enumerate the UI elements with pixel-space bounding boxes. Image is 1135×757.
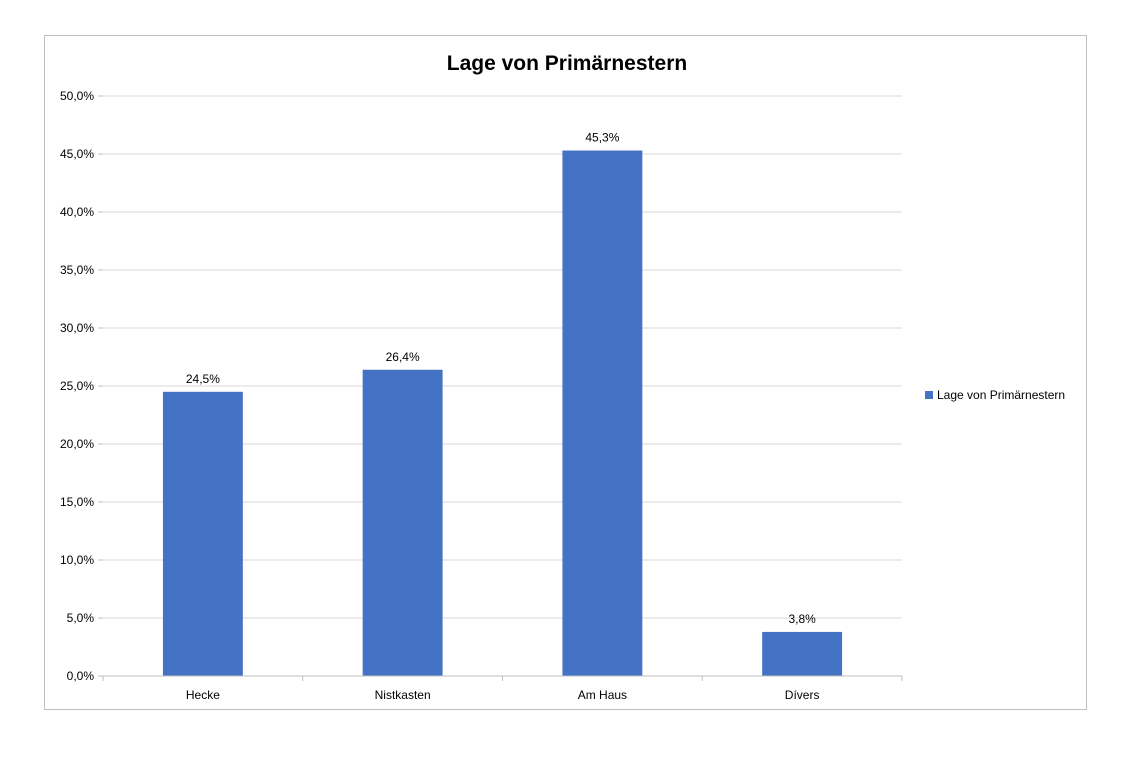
chart-title: Lage von Primärnestern xyxy=(447,52,687,75)
x-axis-tick-label: Am Haus xyxy=(578,688,627,702)
chart-frame: Lage von Primärnestern 0,0% 5,0% 10,0% 15,0… xyxy=(44,35,1087,710)
y-axis-tick-label: 30,0% xyxy=(60,321,94,335)
x-axis xyxy=(102,675,903,681)
x-axis-tick-label: Dívers xyxy=(785,688,820,702)
bar-chart: Lage von Primärnestern 0,0% 5,0% 10,0% 15,0… xyxy=(60,52,1065,702)
y-axis-tick-label: 20,0% xyxy=(60,437,94,451)
y-axis-tick-label: 5,0% xyxy=(67,611,95,625)
legend-swatch xyxy=(925,391,933,399)
bars xyxy=(162,150,843,676)
data-label: 24,5% xyxy=(186,372,220,386)
data-label: 3,8% xyxy=(788,612,816,626)
y-axis-tick-labels: 0,0% 5,0% 10,0% 15,0% 20,0% 25,0% 30,0% 35,0% 40… xyxy=(60,89,103,683)
y-axis-tick-label: 50,0% xyxy=(60,89,94,103)
data-labels: 24,5% 26,4% 45,3% 3,8% xyxy=(186,131,816,626)
bar xyxy=(562,150,643,676)
y-axis-tick-label: 0,0% xyxy=(67,669,95,683)
y-axis-tick-label: 15,0% xyxy=(60,495,94,509)
x-axis-tick-labels: Hecke Nistkasten Am Haus Dívers xyxy=(186,688,820,702)
legend: Lage von Primärnestern xyxy=(925,388,1065,402)
x-axis-tick-label: Nistkasten xyxy=(375,688,431,702)
legend-label: Lage von Primärnestern xyxy=(937,388,1065,402)
y-axis-tick-label: 25,0% xyxy=(60,379,94,393)
data-label: 45,3% xyxy=(585,131,619,145)
y-axis-tick-label: 10,0% xyxy=(60,553,94,567)
y-axis-tick-label: 35,0% xyxy=(60,263,94,277)
data-label: 26,4% xyxy=(386,350,420,364)
bar xyxy=(362,369,443,676)
x-axis-tick-label: Hecke xyxy=(186,688,220,702)
y-axis-tick-label: 40,0% xyxy=(60,205,94,219)
bar xyxy=(162,391,243,676)
bar xyxy=(762,631,843,676)
y-axis-tick-label: 45,0% xyxy=(60,147,94,161)
